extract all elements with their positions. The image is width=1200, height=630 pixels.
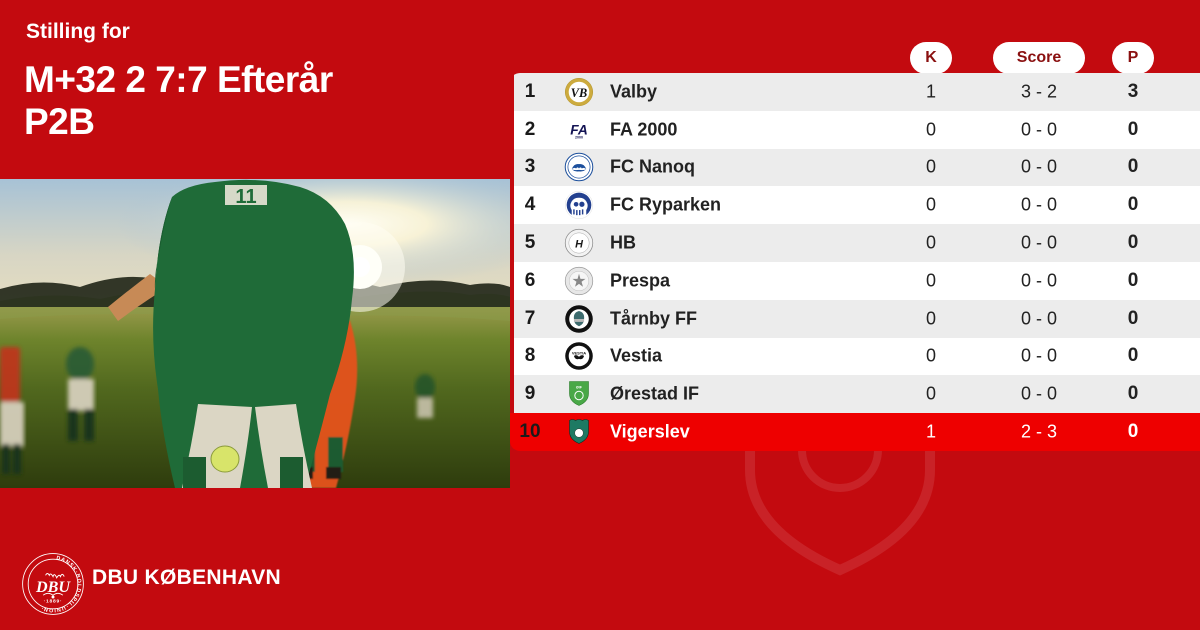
svg-text:2000: 2000 [575, 135, 583, 139]
svg-text:11: 11 [235, 186, 256, 208]
svg-text:H: H [575, 238, 584, 250]
svg-text:ØIF: ØIF [576, 386, 583, 390]
svg-text:VB: VB [571, 86, 587, 100]
svg-text:DBU: DBU [35, 579, 71, 596]
svg-text:·1889·: ·1889· [44, 599, 63, 605]
svg-text:VESTIA: VESTIA [572, 351, 586, 356]
